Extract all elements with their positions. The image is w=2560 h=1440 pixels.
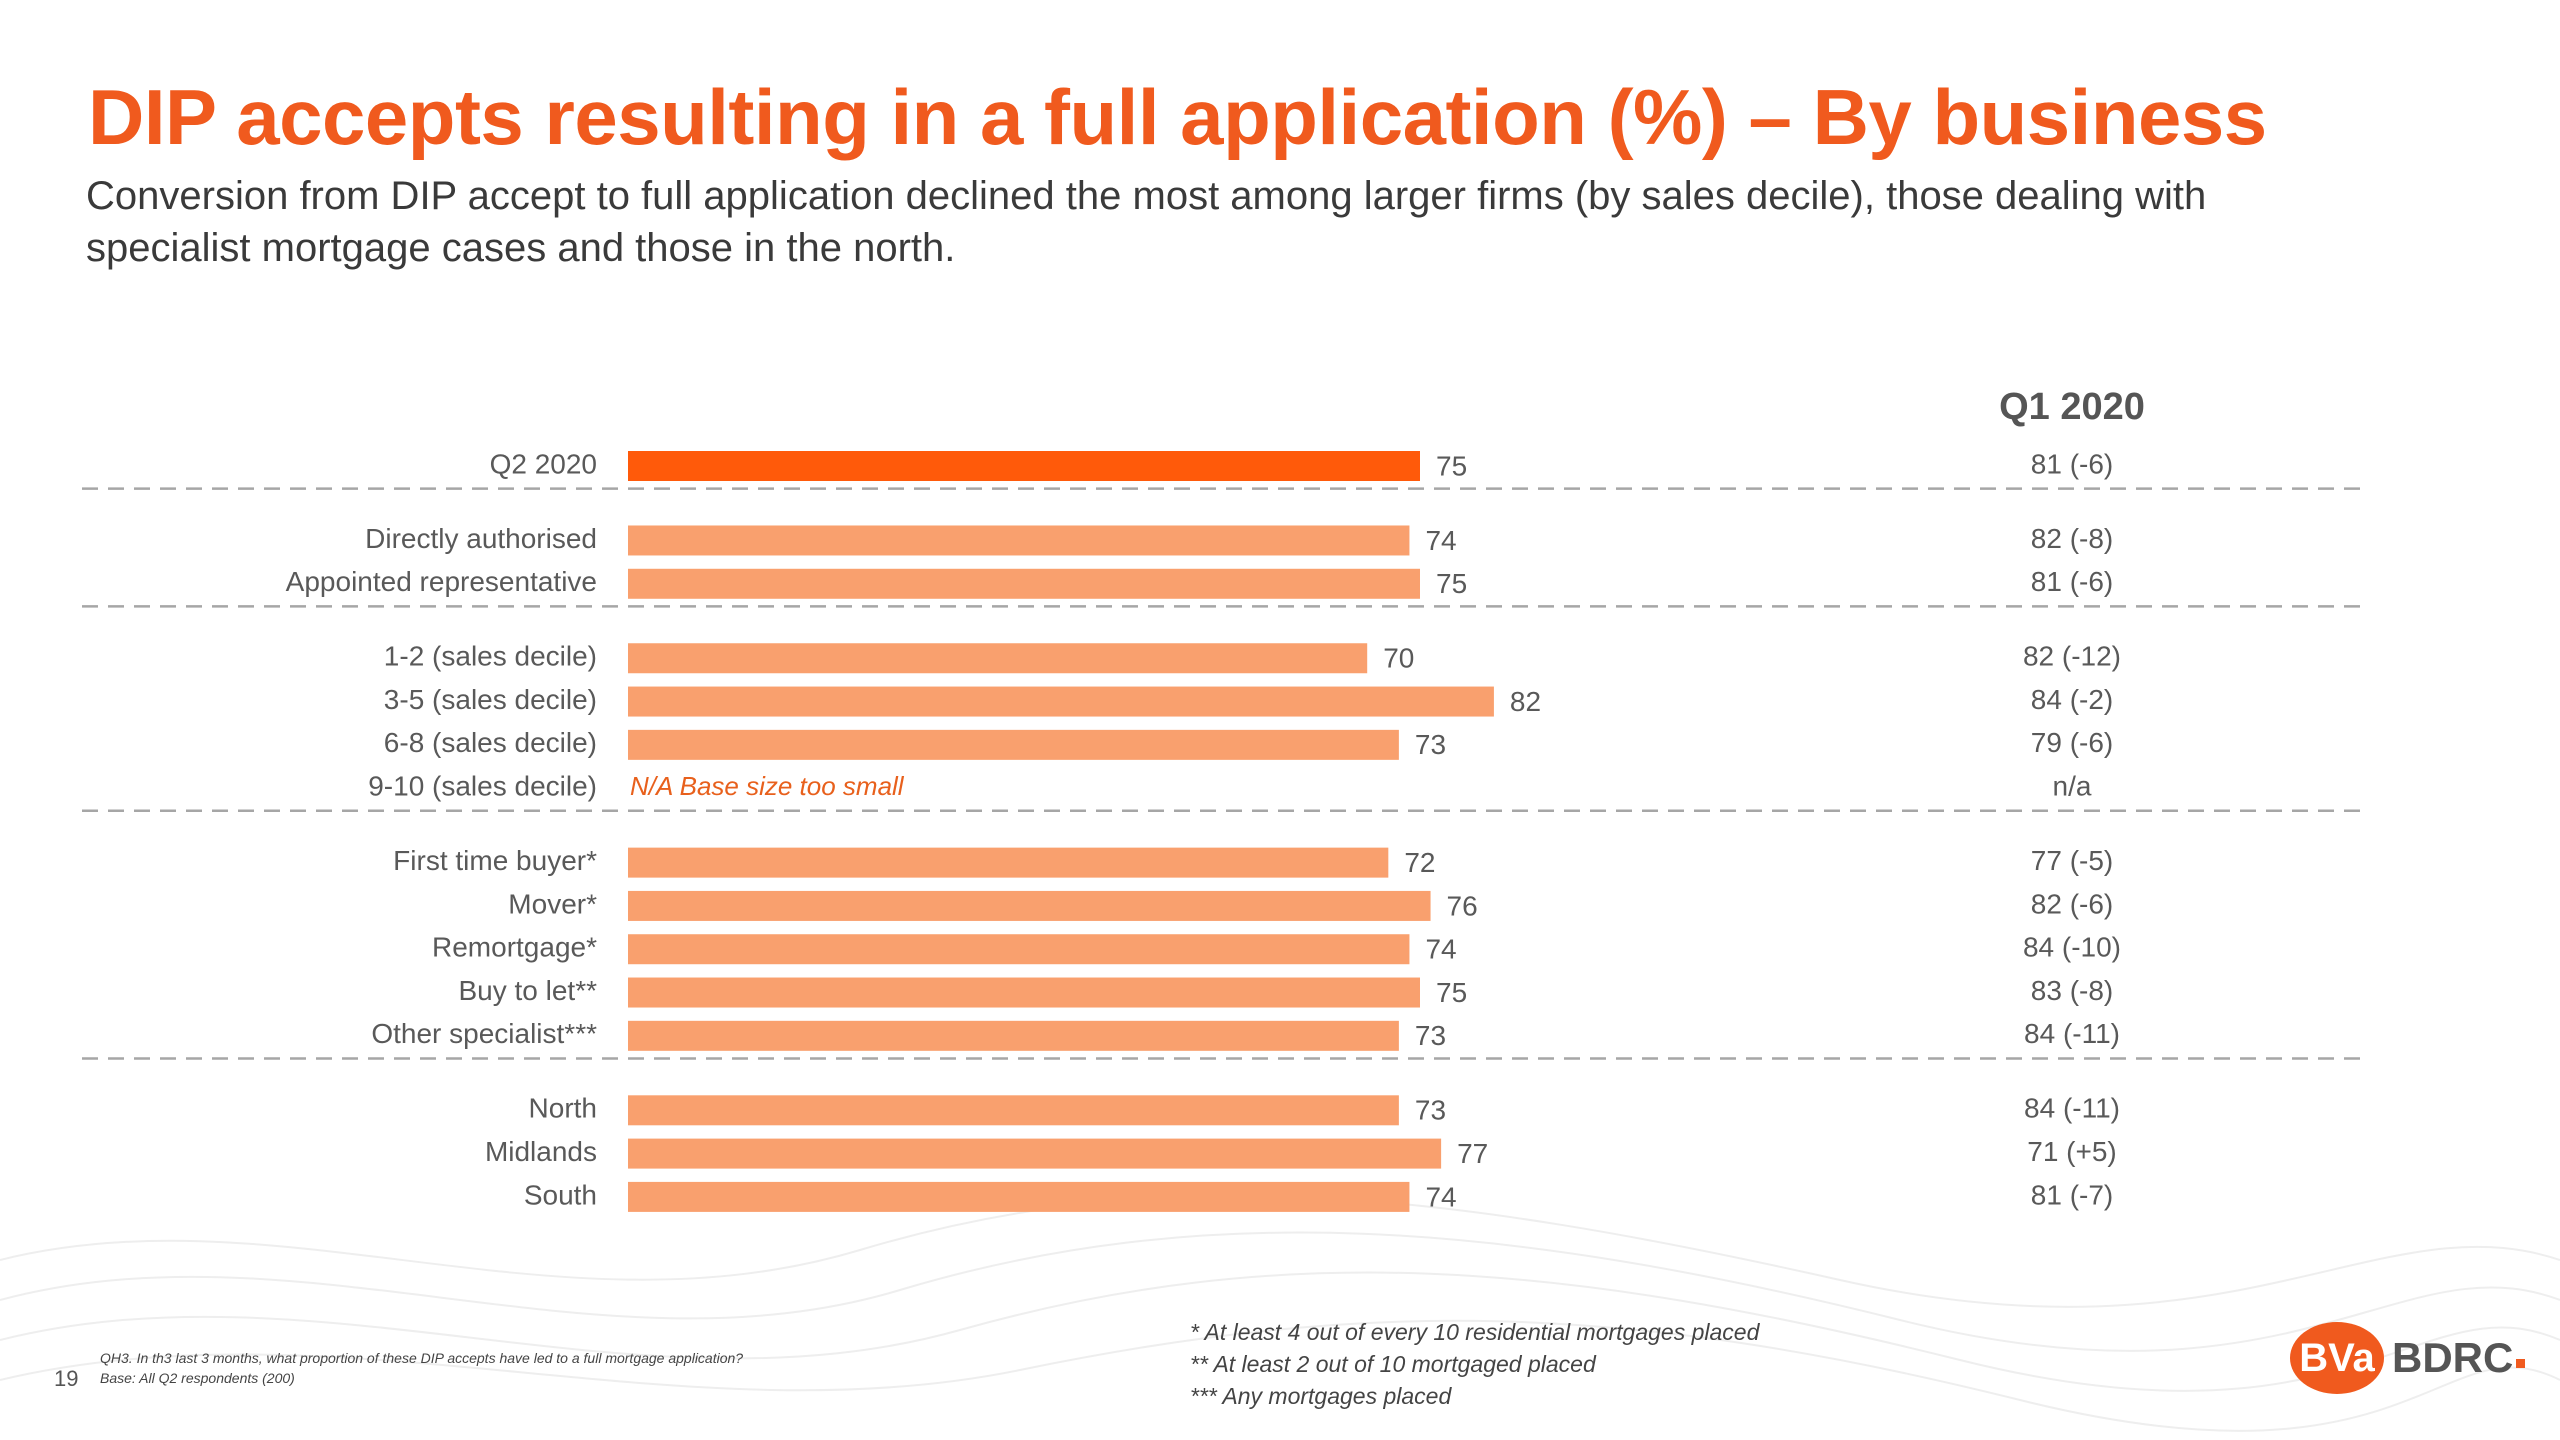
footnote-3: *** Any mortgages placed xyxy=(1190,1383,1452,1409)
bar xyxy=(628,1138,1442,1169)
page-title: DIP accepts resulting in a full applicat… xyxy=(88,73,2267,161)
category-label: First time buyer* xyxy=(393,845,597,876)
category-label: Directly authorised xyxy=(365,523,597,554)
logo-dot-icon xyxy=(2516,1359,2526,1368)
q1-value: 81 (-6) xyxy=(2031,566,2113,597)
category-label: Buy to let** xyxy=(458,975,597,1006)
page-subtitle: Conversion from DIP accept to full appli… xyxy=(86,174,2207,270)
category-label: 6-8 (sales decile) xyxy=(384,727,597,758)
bar-value-label: 77 xyxy=(1457,1138,1488,1169)
footnote-2: ** At least 2 out of 10 mortgaged placed xyxy=(1190,1351,1596,1377)
q1-value: 84 (-10) xyxy=(2023,932,2121,963)
q1-value: 71 (+5) xyxy=(2027,1136,2117,1167)
bar-value-label: 73 xyxy=(1415,1095,1446,1126)
logo-wordmark: BDRC xyxy=(2392,1334,2526,1382)
bar xyxy=(628,934,1410,965)
bar-value-label: 72 xyxy=(1404,847,1435,878)
category-label: Other specialist*** xyxy=(371,1018,597,1049)
footnotes: * At least 4 out of every 10 residential… xyxy=(1190,1316,1759,1412)
bar-value-label: 74 xyxy=(1425,934,1456,965)
bar-value-label: 73 xyxy=(1415,729,1446,760)
category-label: Q2 2020 xyxy=(490,448,597,479)
q1-value: 84 (-11) xyxy=(2024,1018,2120,1049)
bar-value-label: 74 xyxy=(1425,1181,1456,1212)
bar-value-label: 74 xyxy=(1425,525,1456,556)
bar xyxy=(628,1181,1410,1212)
bar xyxy=(628,686,1494,717)
q1-column-header: Q1 2020 xyxy=(1999,386,2145,428)
category-label: South xyxy=(524,1179,597,1210)
q1-value: 77 (-5) xyxy=(2031,845,2113,876)
bar xyxy=(628,1095,1399,1126)
bar-value-label: 76 xyxy=(1447,890,1478,921)
category-label: 9-10 (sales decile) xyxy=(368,771,597,802)
bar-value-label: 82 xyxy=(1510,686,1541,717)
category-label: 3-5 (sales decile) xyxy=(384,684,597,715)
logo-wordmark-text: BDRC xyxy=(2392,1334,2514,1381)
category-label: Mover* xyxy=(508,888,597,919)
company-logo: BVa BDRC xyxy=(2290,1322,2526,1394)
bar xyxy=(628,890,1431,921)
bar xyxy=(628,847,1389,878)
base-text: Base: All Q2 respondents (200) xyxy=(100,1370,295,1386)
question-text: QH3. In th3 last 3 months, what proporti… xyxy=(100,1350,744,1366)
category-label: Remortgage* xyxy=(432,932,597,963)
q1-value: 82 (-12) xyxy=(2023,641,2121,672)
bar xyxy=(628,643,1368,674)
q1-value: 83 (-8) xyxy=(2031,975,2113,1006)
page-number: 19 xyxy=(54,1366,79,1391)
question-footnote: QH3. In th3 last 3 months, what proporti… xyxy=(100,1348,743,1388)
bar xyxy=(628,977,1420,1008)
logo-mark: BVa xyxy=(2290,1322,2384,1394)
q1-value: 82 (-6) xyxy=(2031,888,2113,919)
bar xyxy=(628,525,1410,556)
bar xyxy=(628,1020,1399,1051)
bar-value-label: 75 xyxy=(1436,977,1467,1008)
q1-value: 81 (-7) xyxy=(2031,1179,2113,1210)
na-note: N/A Base size too small xyxy=(630,771,905,801)
category-label: Midlands xyxy=(485,1136,597,1167)
bar-value-label: 75 xyxy=(1436,450,1467,481)
category-label: Appointed representative xyxy=(286,566,597,597)
bar-chart: Q2 2020 75 81 (-6) Directly authorised 74 82 … xyxy=(82,448,2366,1212)
q1-value: 79 (-6) xyxy=(2031,727,2113,758)
bar-total xyxy=(628,451,1420,481)
q1-value: 84 (-11) xyxy=(2024,1093,2120,1124)
category-label: North xyxy=(529,1093,597,1124)
bar-value-label: 75 xyxy=(1436,568,1467,599)
q1-value: n/a xyxy=(2053,771,2092,802)
q1-value: 81 (-6) xyxy=(2031,448,2113,479)
bar xyxy=(628,568,1420,599)
bar-value-label: 73 xyxy=(1415,1020,1446,1051)
category-label: 1-2 (sales decile) xyxy=(384,641,597,672)
bar xyxy=(628,729,1399,760)
q1-value: 82 (-8) xyxy=(2031,523,2113,554)
footnote-1: * At least 4 out of every 10 residential… xyxy=(1190,1319,1760,1345)
bar-value-label: 70 xyxy=(1383,643,1414,674)
q1-value: 84 (-2) xyxy=(2031,684,2113,715)
